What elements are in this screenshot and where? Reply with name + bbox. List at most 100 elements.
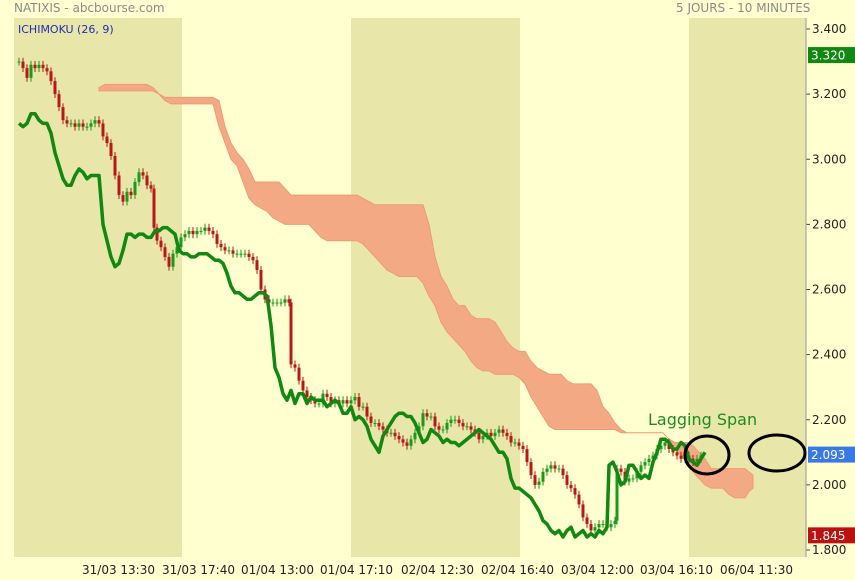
candle-body bbox=[647, 458, 651, 463]
candle-body bbox=[631, 478, 635, 480]
candle-body bbox=[401, 439, 405, 443]
candle-body bbox=[152, 188, 156, 228]
candle-body bbox=[597, 524, 601, 528]
y-tick-label: 3.200 bbox=[812, 87, 846, 101]
x-tick-label: 01/04 13:00 bbox=[241, 563, 314, 577]
candle-body bbox=[171, 253, 175, 267]
candle-body bbox=[125, 191, 129, 202]
candle-body bbox=[109, 143, 113, 156]
candle-body bbox=[437, 426, 441, 430]
candle-body bbox=[561, 468, 565, 476]
candle-body bbox=[659, 445, 663, 450]
candle-body bbox=[593, 527, 597, 531]
candle-body bbox=[89, 123, 93, 127]
candle-body bbox=[215, 234, 219, 244]
candle-body bbox=[191, 230, 195, 235]
candle-body bbox=[137, 172, 141, 183]
candle-body bbox=[477, 432, 481, 440]
candle-body bbox=[283, 299, 287, 303]
candle-body bbox=[353, 397, 357, 401]
candle-body bbox=[397, 436, 401, 440]
price-tag-label: 2.093 bbox=[811, 448, 845, 462]
candle-body bbox=[341, 400, 345, 404]
candle-body bbox=[413, 432, 417, 440]
candle-body bbox=[235, 253, 239, 255]
y-tick-label: 2.600 bbox=[812, 283, 846, 297]
candle-body bbox=[163, 247, 167, 257]
candle-body bbox=[565, 475, 569, 485]
candle-body bbox=[287, 299, 291, 303]
candle-body bbox=[57, 94, 61, 108]
ichimoku-cloud bbox=[98, 83, 754, 499]
candle-body bbox=[627, 478, 631, 482]
candle-body bbox=[573, 488, 577, 495]
candle-body bbox=[695, 458, 699, 463]
candle-body bbox=[569, 484, 573, 489]
candle-body bbox=[445, 423, 449, 430]
candle-body bbox=[37, 64, 41, 69]
lagging-span-annotation: Lagging Span bbox=[648, 410, 757, 429]
candle-body bbox=[357, 397, 361, 407]
candle-body bbox=[553, 465, 557, 469]
candle-body bbox=[609, 524, 613, 528]
price-tags: 3.320 2.093 1.845 bbox=[808, 47, 855, 544]
candle-body bbox=[317, 403, 321, 405]
candle-body bbox=[405, 442, 409, 446]
candle-body bbox=[585, 517, 589, 524]
candle-body bbox=[663, 442, 667, 446]
candle-body bbox=[369, 416, 373, 423]
candle-body bbox=[497, 429, 501, 433]
candle-body bbox=[533, 475, 537, 485]
candle-body bbox=[289, 302, 293, 365]
candle-body bbox=[85, 126, 89, 128]
candle-body bbox=[121, 195, 125, 202]
x-tick-label: 03/04 12:00 bbox=[561, 563, 634, 577]
candle-body bbox=[251, 256, 255, 261]
price-tag bbox=[808, 47, 855, 64]
candle-body bbox=[361, 406, 365, 408]
candle-body bbox=[409, 439, 413, 446]
candle-body bbox=[211, 230, 215, 235]
lagging-span-layer bbox=[17, 111, 707, 539]
candle-body bbox=[643, 462, 647, 466]
candle-body bbox=[275, 302, 279, 304]
candle-body bbox=[129, 191, 133, 196]
candle-body bbox=[45, 68, 49, 72]
candle-body bbox=[651, 455, 655, 459]
candle-body bbox=[61, 107, 65, 121]
candle-body bbox=[525, 449, 529, 463]
candle-body bbox=[421, 413, 425, 427]
candle-body bbox=[73, 123, 77, 127]
candle-body bbox=[155, 227, 159, 241]
candle-body bbox=[345, 400, 349, 404]
candle-body bbox=[425, 413, 429, 417]
price-tag-label: 3.320 bbox=[811, 49, 845, 63]
candle-body bbox=[441, 429, 445, 431]
candle-body bbox=[305, 390, 309, 397]
candle-body bbox=[577, 494, 581, 505]
candle-body bbox=[349, 400, 353, 404]
cloud-area bbox=[98, 83, 754, 499]
candle-body bbox=[613, 520, 617, 524]
x-axis: 31/03 13:30 31/03 17:40 01/04 13:00 01/04 1… bbox=[82, 563, 793, 577]
candle-body bbox=[219, 243, 223, 248]
price-tag-label: 1.845 bbox=[811, 529, 845, 543]
candle-body bbox=[489, 432, 493, 437]
candle-body bbox=[393, 432, 397, 437]
x-tick-label: 31/03 17:40 bbox=[162, 563, 235, 577]
candle-body bbox=[33, 64, 37, 69]
candle-body bbox=[133, 182, 137, 195]
candle-body bbox=[639, 465, 643, 472]
candle-body bbox=[239, 253, 243, 255]
candle-body bbox=[529, 462, 533, 476]
candle-body bbox=[97, 120, 101, 124]
candle-body bbox=[65, 120, 69, 124]
candle-body bbox=[329, 397, 333, 404]
candle-body bbox=[505, 432, 509, 437]
candle-body bbox=[255, 260, 259, 270]
chart-period-label: 5 JOURS - 10 MINUTES bbox=[676, 1, 811, 15]
candle-body bbox=[167, 256, 171, 267]
candle-body bbox=[223, 247, 227, 251]
candle-body bbox=[231, 250, 235, 254]
